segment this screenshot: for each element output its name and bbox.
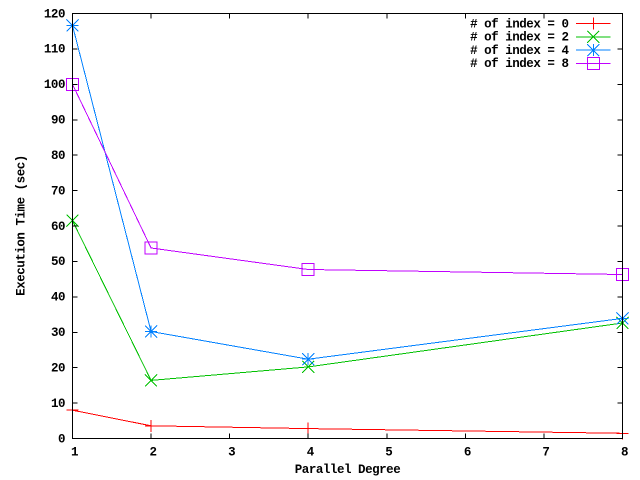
svg-text:2: 2 xyxy=(150,446,157,460)
svg-text:3: 3 xyxy=(228,446,235,460)
svg-text:6: 6 xyxy=(464,446,471,460)
svg-text:1: 1 xyxy=(71,446,78,460)
svg-text:# of index = 2: # of index = 2 xyxy=(470,31,568,45)
svg-text:100: 100 xyxy=(44,78,65,92)
svg-text:60: 60 xyxy=(51,220,65,234)
svg-text:70: 70 xyxy=(51,184,65,198)
svg-text:110: 110 xyxy=(44,43,65,57)
svg-text:Parallel Degree: Parallel Degree xyxy=(295,463,400,477)
svg-text:30: 30 xyxy=(51,326,65,340)
svg-text:80: 80 xyxy=(51,149,65,163)
svg-text:8: 8 xyxy=(621,446,628,460)
svg-text:10: 10 xyxy=(51,397,65,411)
svg-text:# of index = 8: # of index = 8 xyxy=(470,57,568,71)
svg-text:# of index = 0: # of index = 0 xyxy=(470,17,568,31)
svg-text:120: 120 xyxy=(44,7,65,21)
svg-text:5: 5 xyxy=(385,446,392,460)
svg-text:40: 40 xyxy=(51,291,65,305)
svg-text:# of index = 4: # of index = 4 xyxy=(470,44,569,58)
svg-text:0: 0 xyxy=(58,432,65,446)
svg-text:20: 20 xyxy=(51,361,65,375)
svg-text:90: 90 xyxy=(51,114,65,128)
svg-text:7: 7 xyxy=(542,446,549,460)
svg-text:4: 4 xyxy=(307,446,315,460)
svg-text:50: 50 xyxy=(51,255,65,269)
svg-text:Execution Time (sec): Execution Time (sec) xyxy=(15,155,29,296)
